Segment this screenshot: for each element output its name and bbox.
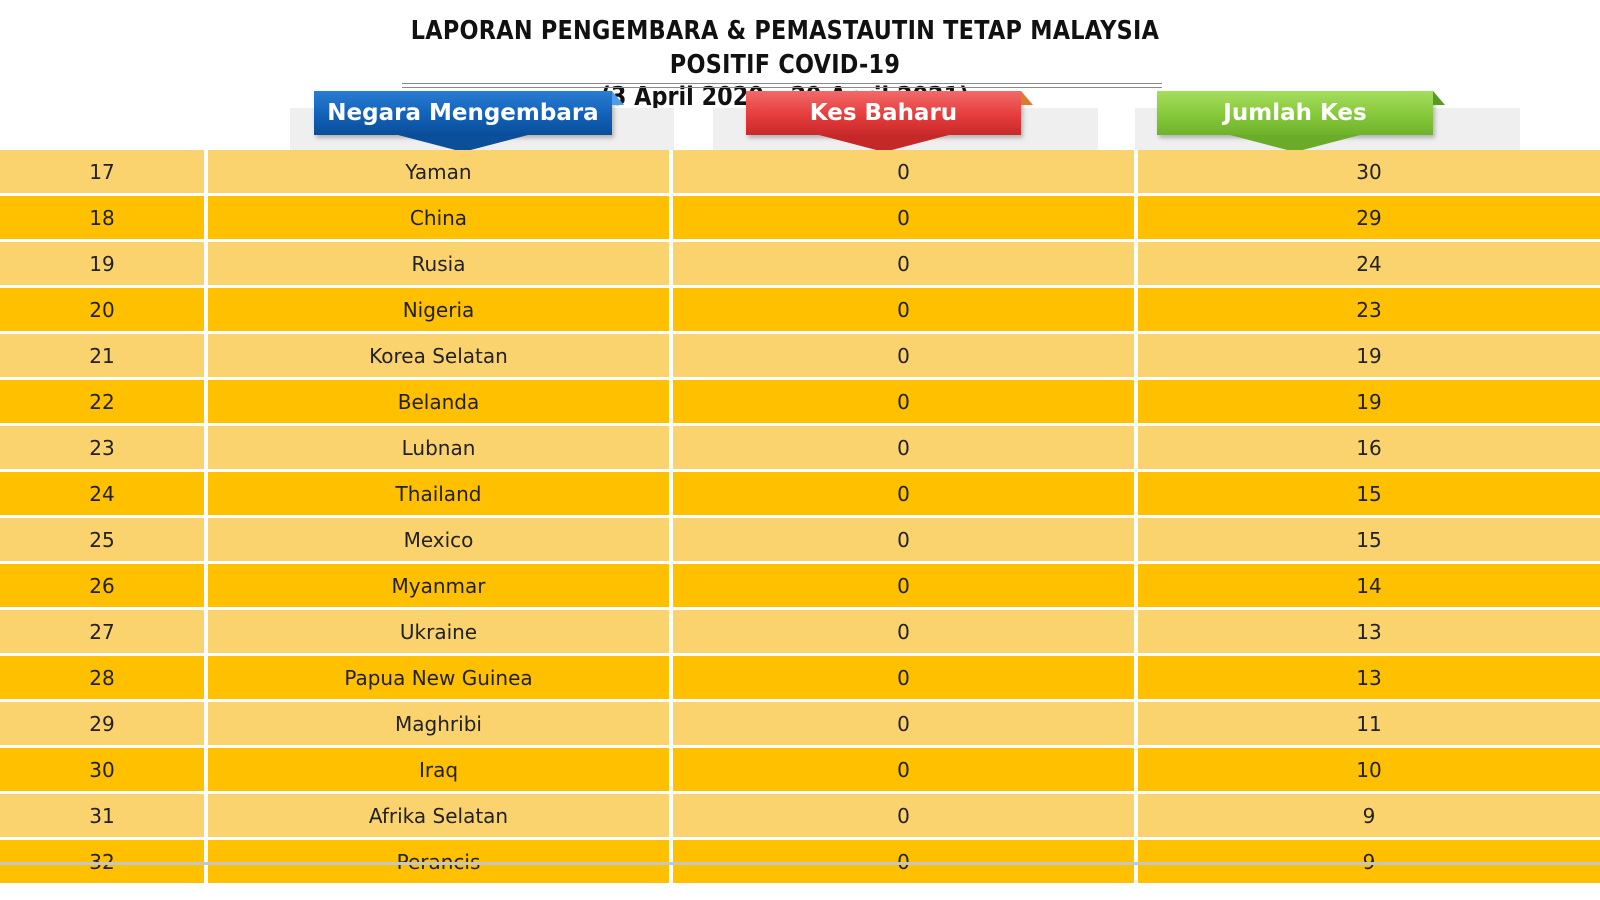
table-row: 18 China 0 29 [0,196,1600,242]
table-row: 22 Belanda 0 19 [0,380,1600,426]
country-name: Korea Selatan [208,334,673,377]
country-column-header-label: Negara Mengembara [327,100,599,126]
total-cases-value: 14 [1138,564,1600,607]
country-name: Yaman [208,150,673,193]
new-cases-value: 0 [673,288,1138,331]
table-row: 29 Maghribi 0 11 [0,702,1600,748]
table-row: 32Perancis09 [0,840,1600,886]
total-cases-value: 13 [1138,656,1600,699]
table-row: 27 Ukraine 0 13 [0,610,1600,656]
country-name: Ukraine [208,610,673,653]
total-cases-value: 19 [1138,380,1600,423]
row-number: 30 [0,748,208,791]
report-title-line1: LAPORAN PENGEMBARA & PEMASTAUTIN TETAP M… [410,16,1160,80]
table-row: 17 Yaman 0 30 [0,150,1600,196]
new-cases-value: 0 [673,242,1138,285]
title-divider [402,83,1162,88]
new-cases-value: 0 [673,518,1138,561]
row-number: 25 [0,518,208,561]
country-column-header: Negara Mengembara [314,91,624,152]
country-name: Belanda [208,380,673,423]
total-cases-value: 24 [1138,242,1600,285]
table-row: 21 Korea Selatan 0 19 [0,334,1600,380]
country-name: Iraq [208,748,673,791]
country-name: Nigeria [208,288,673,331]
total-cases-column-header-label: Jumlah Kes [1223,100,1367,126]
total-cases-value: 11 [1138,702,1600,745]
country-name: Papua New Guinea [208,656,673,699]
new-cases-column-header: Kes Baharu [746,91,1033,152]
new-cases-value: 0 [673,748,1138,791]
new-cases-value: 0 [673,610,1138,653]
country-name: Thailand [208,472,673,515]
total-cases-value: 23 [1138,288,1600,331]
table-row: 25 Mexico 0 15 [0,518,1600,564]
new-cases-value: 0 [673,840,1138,883]
table-row: 26 Myanmar 0 14 [0,564,1600,610]
new-cases-value: 0 [673,564,1138,607]
country-name: Rusia [208,242,673,285]
total-cases-value: 15 [1138,518,1600,561]
total-cases-value: 10 [1138,748,1600,791]
total-cases-value: 16 [1138,426,1600,469]
row-number: 23 [0,426,208,469]
country-name: Maghribi [208,702,673,745]
table-row: 19 Rusia 0 24 [0,242,1600,288]
row-number: 20 [0,288,208,331]
ribbon-fold [1021,91,1033,105]
row-number: 27 [0,610,208,653]
new-cases-value: 0 [673,472,1138,515]
new-cases-value: 0 [673,656,1138,699]
table-row: 23 Lubnan 0 16 [0,426,1600,472]
total-cases-value: 9 [1138,840,1600,883]
country-name: Mexico [208,518,673,561]
row-number: 18 [0,196,208,239]
new-cases-value: 0 [673,426,1138,469]
new-cases-value: 0 [673,334,1138,377]
country-name: Lubnan [208,426,673,469]
row-number: 29 [0,702,208,745]
total-cases-value: 15 [1138,472,1600,515]
row-number: 26 [0,564,208,607]
row-number: 19 [0,242,208,285]
table-row: 20 Nigeria 0 23 [0,288,1600,334]
ribbon-fold [1433,91,1445,105]
table-row: 30 Iraq 0 10 [0,748,1600,794]
new-cases-value: 0 [673,702,1138,745]
table-row: 24 Thailand 0 15 [0,472,1600,518]
row-number: 28 [0,656,208,699]
total-cases-column-header: Jumlah Kes [1157,91,1445,152]
new-cases-value: 0 [673,196,1138,239]
row-number: 21 [0,334,208,377]
total-cases-value: 9 [1138,794,1600,837]
row-number: 17 [0,150,208,193]
new-cases-value: 0 [673,380,1138,423]
table-bottom-border [0,862,1600,865]
country-name: Afrika Selatan [208,794,673,837]
table-row: 28 Papua New Guinea 0 13 [0,656,1600,702]
row-number: 32 [0,840,208,883]
country-name: China [208,196,673,239]
total-cases-value: 19 [1138,334,1600,377]
row-number: 31 [0,794,208,837]
ribbon-fold [612,91,624,105]
row-number: 22 [0,380,208,423]
total-cases-value: 29 [1138,196,1600,239]
country-name: Myanmar [208,564,673,607]
total-cases-value: 30 [1138,150,1600,193]
row-number: 24 [0,472,208,515]
country-name: Perancis [208,840,673,883]
new-cases-column-header-label: Kes Baharu [809,100,958,126]
new-cases-value: 0 [673,150,1138,193]
cases-table: 17 Yaman 0 30 18 China 0 29 19 Rusia 0 24 20 Nigeria 0… [0,150,1600,886]
table-row: 31 Afrika Selatan 0 9 [0,794,1600,840]
new-cases-value: 0 [673,794,1138,837]
total-cases-value: 13 [1138,610,1600,653]
